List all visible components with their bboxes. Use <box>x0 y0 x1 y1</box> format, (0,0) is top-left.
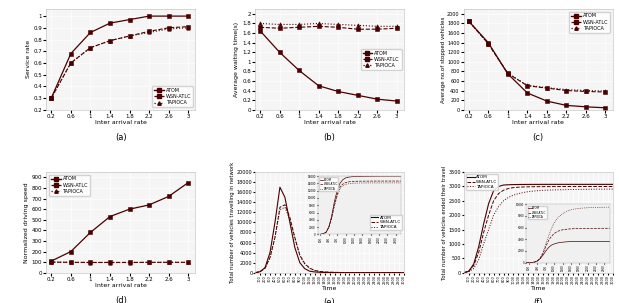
Text: (d): (d) <box>115 296 127 303</box>
Text: (b): (b) <box>324 133 335 142</box>
X-axis label: Inter arrival rate: Inter arrival rate <box>513 120 565 125</box>
Legend: ATOM, WSN-ATLC, TAPIOCA: ATOM, WSN-ATLC, TAPIOCA <box>370 215 402 230</box>
Y-axis label: Average waiting time(s): Average waiting time(s) <box>235 22 240 97</box>
Text: (a): (a) <box>115 133 127 142</box>
X-axis label: Inter arrival rate: Inter arrival rate <box>95 283 147 288</box>
X-axis label: Time: Time <box>322 286 337 291</box>
Y-axis label: Total number of vehicles ended their travel: Total number of vehicles ended their tra… <box>442 165 447 280</box>
Legend: ATOM, WSN-ATLC, TAPIOCA: ATOM, WSN-ATLC, TAPIOCA <box>49 175 90 196</box>
X-axis label: Inter arrival rate: Inter arrival rate <box>304 120 355 125</box>
Text: (c): (c) <box>533 133 544 142</box>
X-axis label: Time: Time <box>530 286 546 291</box>
Y-axis label: Average no.of stopped vehicles: Average no.of stopped vehicles <box>441 16 446 103</box>
Text: (f): (f) <box>534 298 543 303</box>
Legend: ATOM, WSN-ATLC, TAPIOCA: ATOM, WSN-ATLC, TAPIOCA <box>569 12 610 33</box>
Legend: ATOM, WSN-ATLC, TAPIOCA: ATOM, WSN-ATLC, TAPIOCA <box>361 49 402 70</box>
Text: (e): (e) <box>324 298 335 303</box>
Y-axis label: Normalized driving speed: Normalized driving speed <box>24 182 29 263</box>
X-axis label: Inter arrival rate: Inter arrival rate <box>95 120 147 125</box>
Legend: ATOM, WSN-ATLC, TAPIOCA: ATOM, WSN-ATLC, TAPIOCA <box>152 86 193 107</box>
Y-axis label: Service rate: Service rate <box>26 40 31 78</box>
Legend: ATOM, WSN-ATLC, TAPIOCA: ATOM, WSN-ATLC, TAPIOCA <box>466 174 498 190</box>
Y-axis label: Total number of vehicles travelling in network: Total number of vehicles travelling in n… <box>230 162 235 283</box>
